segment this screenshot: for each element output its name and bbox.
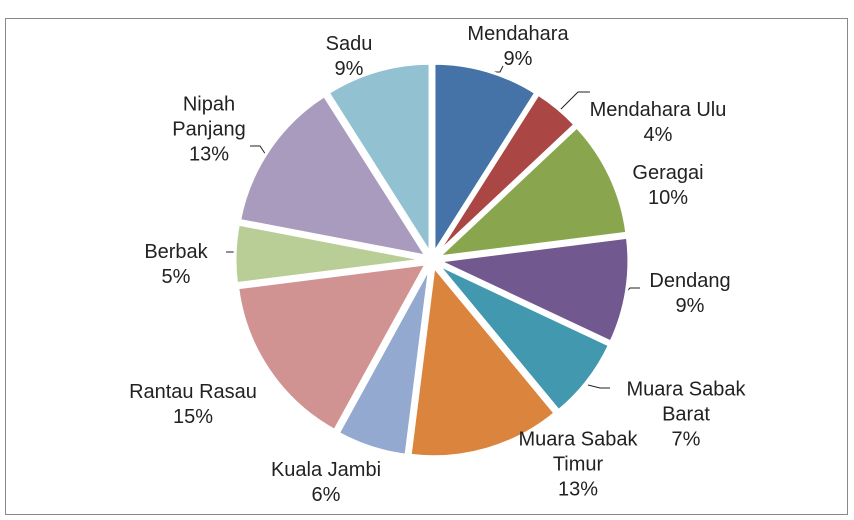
- slice-label: Nipah Panjang 13%: [164, 93, 254, 168]
- slice-label: Berbak 5%: [144, 240, 207, 290]
- pie-slice: [408, 263, 558, 459]
- pie-slice: [326, 61, 432, 259]
- category-label: Dendang: [649, 270, 731, 292]
- value-label: 6%: [311, 484, 341, 506]
- value-label: 5%: [161, 266, 191, 288]
- value-label: 9%: [675, 295, 705, 317]
- leader-line: [587, 384, 610, 389]
- pie-slice: [436, 262, 612, 413]
- pie-slice: [336, 265, 432, 457]
- value-label: 10%: [647, 187, 689, 209]
- pie-slice: [432, 61, 538, 259]
- pie-slice: [233, 222, 426, 286]
- slice-label: Rantau Rasau 15%: [129, 380, 257, 430]
- slice-label: Kuala Jambi 6%: [271, 458, 381, 508]
- value-label: 7%: [671, 428, 701, 451]
- slice-label: Muara Sabak Timur 13%: [503, 428, 653, 503]
- slice-label: Sadu 9%: [326, 32, 373, 82]
- slice-label: Geragai 10%: [632, 161, 703, 211]
- category-label: Mendahara: [467, 23, 569, 45]
- category-label: Kuala Jambi: [270, 459, 382, 481]
- pie-slice: [433, 235, 631, 344]
- category-label: Geragai: [632, 162, 704, 184]
- category-label: Berbak: [144, 241, 208, 263]
- pie-slice: [236, 262, 429, 433]
- pie-slice: [433, 124, 629, 260]
- category-label: Muara Sabak Timur: [518, 428, 638, 476]
- category-label: Mendahara Ulu: [589, 99, 727, 121]
- value-label: 15%: [172, 406, 214, 428]
- category-label: Muara Sabak Barat: [626, 378, 746, 426]
- pie-slice: [237, 93, 430, 259]
- slice-label: Muara Sabak Barat 7%: [611, 378, 761, 453]
- category-label: Sadu: [325, 33, 373, 55]
- category-label: Nipah Panjang: [172, 93, 246, 141]
- slice-label: Mendahara 9%: [467, 22, 568, 72]
- slice-label: Mendahara Ulu 4%: [588, 98, 728, 148]
- chart-border: [5, 18, 848, 515]
- slice-label: Dendang 9%: [649, 269, 730, 319]
- value-label: 13%: [188, 143, 230, 166]
- category-label: Rantau Rasau: [129, 381, 257, 403]
- value-label: 13%: [557, 478, 599, 501]
- value-label: 9%: [334, 58, 364, 80]
- value-label: 9%: [503, 48, 533, 70]
- value-label: 4%: [643, 124, 673, 146]
- pie-slice: [435, 92, 578, 256]
- leader-line: [559, 91, 590, 111]
